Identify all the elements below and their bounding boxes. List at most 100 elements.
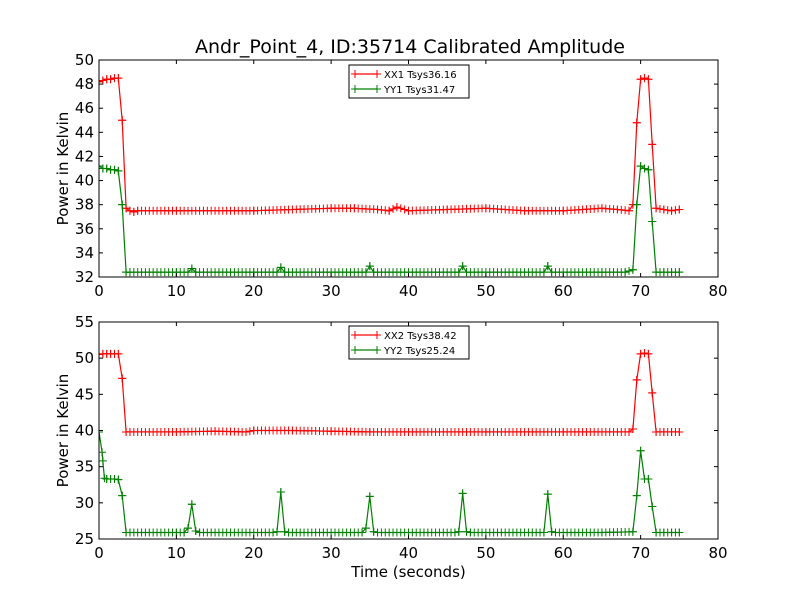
series-point-1 [675, 528, 684, 537]
series-point-0 [481, 204, 490, 213]
series-point-1 [110, 165, 119, 174]
legend-box [348, 325, 470, 360]
series-point-0 [396, 204, 405, 213]
x-tick-label: 70 [631, 544, 650, 562]
y-tick-label: 45 [75, 385, 94, 403]
x-tick-label: 40 [399, 544, 418, 562]
series-point-1 [454, 527, 463, 536]
series-point-0 [675, 205, 684, 214]
legend: XX2 Tsys38.42 YY2 Tsys25.24 [348, 325, 470, 360]
x-tick-label: 20 [244, 544, 263, 562]
series-point-0 [114, 349, 123, 358]
series-point-0 [99, 350, 103, 359]
x-tick-label: 50 [476, 544, 495, 562]
x-tick-label: 10 [167, 282, 186, 300]
series-point-1 [180, 528, 189, 537]
series-point-0 [404, 206, 413, 215]
series-point-1 [539, 528, 548, 537]
legend-marker-0 [373, 331, 381, 339]
series-point-0 [632, 118, 641, 127]
series-point-1 [659, 528, 668, 537]
series-layer [99, 74, 684, 277]
series-point-1 [369, 527, 378, 536]
series-point-1 [547, 268, 556, 277]
series-point-1 [652, 268, 661, 277]
series-point-1 [272, 268, 281, 277]
series-point-1 [543, 262, 552, 271]
y-axis-label: Power in Kelvin [54, 374, 72, 488]
series-point-1 [458, 489, 467, 498]
series-point-0 [628, 425, 637, 434]
series-point-0 [640, 349, 649, 358]
series-point-0 [671, 206, 680, 215]
series-layer [99, 349, 684, 537]
series-point-1 [373, 528, 382, 537]
x-tick-label: 80 [708, 282, 727, 300]
y-tick-label: 55 [75, 313, 94, 331]
series-point-0 [632, 375, 641, 384]
series-point-0 [125, 206, 134, 215]
series-point-0 [106, 75, 115, 84]
series-point-0 [644, 349, 653, 358]
series-point-0 [118, 374, 127, 383]
series-point-1 [195, 528, 204, 537]
x-tick-label: 30 [322, 282, 341, 300]
series-point-0 [636, 75, 645, 84]
series-point-0 [385, 206, 394, 215]
chart-title: Andr_Point_4, ID:35714 Calibrated Amplit… [195, 36, 625, 58]
series-point-1 [640, 164, 649, 173]
series-point-1 [272, 527, 281, 536]
series-point-1 [114, 475, 123, 484]
y-axis-label: Power in Kelvin [54, 112, 72, 226]
y-tick-label: 46 [75, 99, 94, 117]
series-point-1 [187, 264, 196, 273]
series-point-0 [648, 140, 657, 149]
top-plot-panel: 0 10 20 30 40 50 60 70 80 32 34 36 38 40 42 44 46 48 50 Pow… [54, 51, 728, 300]
y-tick-label: 50 [75, 349, 94, 367]
series-point-0 [211, 427, 220, 436]
series-point-1 [458, 262, 467, 271]
y-tick-label: 40 [75, 172, 94, 190]
legend-box [348, 64, 470, 99]
series-point-1 [99, 162, 103, 171]
legend-marker-0 [373, 70, 381, 78]
x-tick-label: 60 [554, 544, 573, 562]
bottom-plot-panel: 0 10 20 30 40 50 60 70 80 25 30 35 40 45 50 55 Power in … [54, 313, 728, 581]
legend-label-1: YY1 Tsys31.47 [383, 85, 455, 96]
series-point-1 [361, 268, 370, 277]
series-point-1 [648, 502, 657, 511]
series-point-0 [327, 427, 336, 436]
series-point-0 [172, 206, 181, 215]
series-point-1 [369, 268, 378, 277]
series-point-0 [249, 426, 258, 435]
legend-marker-1 [351, 85, 359, 93]
series-point-1 [625, 266, 634, 275]
legend: XX1 Tsys36.16 YY1 Tsys31.47 [348, 64, 470, 99]
series-point-1 [365, 492, 374, 501]
series-point-1 [597, 268, 606, 277]
series-point-0 [373, 205, 382, 214]
series-point-0 [327, 204, 336, 213]
series-point-0 [613, 205, 622, 214]
series-point-0 [636, 349, 645, 358]
series-point-1 [118, 491, 127, 500]
y-tick-label: 25 [75, 530, 94, 548]
series-point-1 [118, 200, 127, 209]
series-point-1 [636, 446, 645, 455]
series-point-0 [675, 427, 684, 436]
series-point-0 [99, 76, 107, 85]
series-point-1 [191, 268, 200, 277]
series-point-1 [628, 527, 637, 536]
series-point-1 [539, 268, 548, 277]
series-point-1 [621, 268, 630, 277]
series-point-0 [520, 206, 529, 215]
series-point-1 [358, 528, 367, 537]
series-point-0 [118, 116, 127, 125]
series-point-1 [284, 528, 293, 537]
series-point-0 [288, 426, 297, 435]
series-point-1 [462, 527, 471, 536]
y-tick-label: 34 [75, 244, 94, 262]
x-tick-label: 0 [94, 544, 104, 562]
series-point-1 [628, 265, 637, 274]
